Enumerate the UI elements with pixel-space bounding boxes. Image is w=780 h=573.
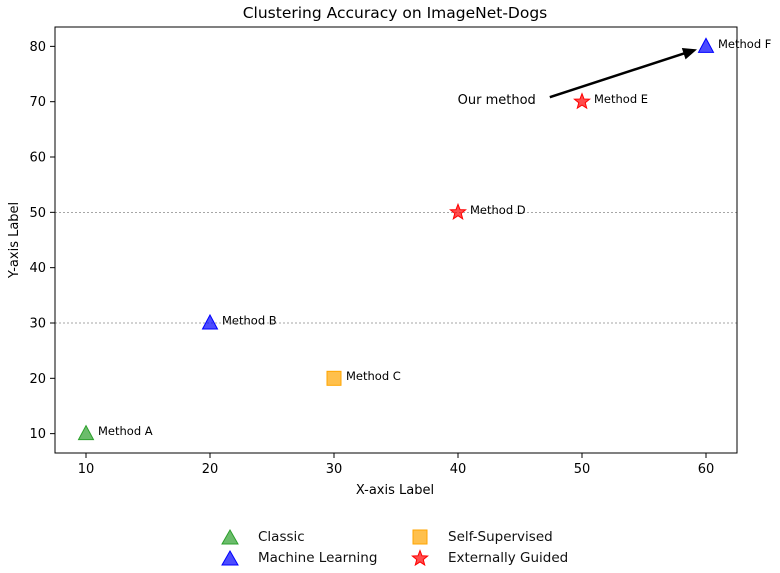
legend-label: Machine Learning xyxy=(258,550,378,566)
x-tick-label: 10 xyxy=(78,462,95,477)
legend: Classic Self-Supervised Machine Learning… xyxy=(220,527,620,569)
y-tick-label: 60 xyxy=(29,151,46,166)
annotation-text: Our method xyxy=(458,93,536,108)
legend-label: Externally Guided xyxy=(448,550,569,566)
y-tick-label: 10 xyxy=(29,427,46,442)
y-tick-label: 50 xyxy=(29,206,46,221)
y-tick-label: 20 xyxy=(29,372,46,387)
triangle-marker-icon xyxy=(221,528,239,545)
data-point-triangle xyxy=(201,313,219,330)
triangle-marker-icon xyxy=(221,549,239,566)
data-point-star xyxy=(449,202,467,220)
legend-label: Classic xyxy=(258,529,305,545)
x-tick-label: 40 xyxy=(450,462,467,477)
y-tick-label: 30 xyxy=(29,316,46,331)
data-point-label: Method C xyxy=(346,369,401,383)
square-marker-icon xyxy=(412,529,428,545)
legend-label: Self-Supervised xyxy=(448,529,553,545)
annotation-arrow-line xyxy=(549,50,690,99)
data-point-label: Method A xyxy=(98,424,153,438)
y-axis-label: Y-axis Label xyxy=(7,202,22,279)
y-tick-label: 40 xyxy=(29,261,46,276)
y-tick-label: 70 xyxy=(29,95,46,110)
x-tick-label: 60 xyxy=(698,462,715,477)
annotation-arrow-head xyxy=(681,47,697,60)
data-point-triangle xyxy=(77,424,95,441)
data-point-label: Method D xyxy=(470,203,526,217)
data-point-square xyxy=(326,370,342,386)
y-tick-label: 80 xyxy=(29,40,46,55)
data-point-triangle xyxy=(697,37,715,53)
x-tick-label: 20 xyxy=(202,462,219,477)
data-point-star xyxy=(573,92,591,110)
plot-area: 10 20 30 40 50 60 10 20 30 40 50 60 70 80 Method A Meth… xyxy=(29,26,771,477)
x-tick-label: 30 xyxy=(326,462,343,477)
data-point-label: Method F xyxy=(718,37,771,51)
x-tick-label: 50 xyxy=(574,462,591,477)
x-axis-label: X-axis Label xyxy=(356,483,434,498)
data-point-label: Method E xyxy=(594,92,648,106)
plot-frame xyxy=(54,26,738,454)
chart-title: Clustering Accuracy on ImageNet-Dogs xyxy=(243,4,548,22)
star-marker-icon xyxy=(411,549,429,567)
data-point-label: Method B xyxy=(222,313,277,327)
